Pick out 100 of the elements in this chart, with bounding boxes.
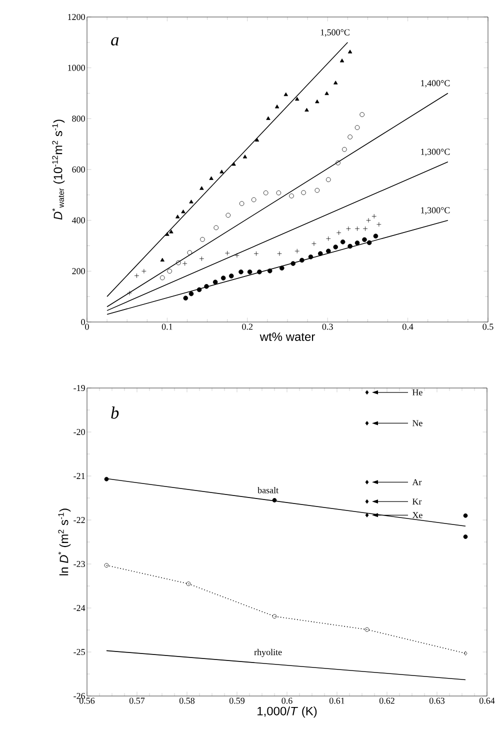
- point: [326, 248, 331, 254]
- point: [366, 218, 371, 223]
- point: [257, 270, 262, 274]
- point: [254, 251, 259, 256]
- y-tick-label: 400: [72, 217, 85, 224]
- y-tick-label: 1000: [68, 64, 85, 71]
- point: [167, 268, 172, 274]
- series-label: 1,400°C: [421, 80, 450, 88]
- point: [160, 275, 165, 280]
- point: [247, 270, 252, 274]
- x-tick-label: 0.59: [229, 698, 244, 704]
- point: [348, 244, 352, 249]
- x-tick-label: 0.64: [479, 698, 495, 704]
- point: [212, 280, 218, 284]
- point: [220, 170, 224, 174]
- point: [277, 251, 282, 256]
- x-tick-label: 0.58: [179, 698, 195, 704]
- point: [226, 212, 231, 218]
- series-label: basalt: [258, 486, 278, 494]
- point: [188, 291, 194, 296]
- point: [294, 248, 300, 254]
- point: [340, 240, 346, 244]
- point: [326, 177, 331, 182]
- point: [276, 190, 282, 196]
- annotation: He: [412, 389, 422, 396]
- series-label: 1,300°C: [421, 148, 450, 156]
- point: [348, 50, 352, 54]
- annotation: Ne: [412, 420, 422, 426]
- point: [204, 284, 209, 289]
- x-tick-label: 0.61: [329, 698, 344, 704]
- y-tick-label: 0: [81, 318, 85, 326]
- point: [364, 627, 370, 632]
- point: [336, 230, 342, 236]
- text: D$^{*}$$_{water}$ (10$^{-12}$m$^{2}$ s$^{-1}$): [52, 120, 65, 220]
- x-tick-label: 0.1: [162, 324, 172, 330]
- point: [189, 200, 194, 204]
- point: [200, 236, 205, 242]
- point: [160, 258, 164, 262]
- point: [334, 80, 338, 84]
- point: [304, 108, 309, 112]
- point: [266, 116, 270, 120]
- point: [295, 96, 300, 101]
- point: [214, 225, 219, 230]
- point: [354, 240, 360, 246]
- point: [220, 276, 226, 280]
- y-tick-label: -26: [74, 692, 86, 700]
- series-label: 1,300°C: [421, 207, 450, 215]
- y-axis-title: ln D$^{*}$ (m$^{2}$ s$^{-1}$): [58, 508, 71, 576]
- series-label: rhyolite: [254, 648, 282, 658]
- point: [354, 125, 360, 130]
- point: [290, 261, 296, 266]
- point: [365, 499, 369, 504]
- point: [209, 176, 214, 180]
- point: [324, 91, 329, 96]
- y-tick-label: 200: [72, 268, 85, 274]
- point: [463, 513, 468, 518]
- point: [127, 290, 132, 296]
- point: [314, 188, 320, 193]
- point: [272, 498, 277, 502]
- point: [301, 190, 306, 196]
- point: [186, 582, 191, 586]
- point: [104, 476, 109, 482]
- x-axis-title: wt% water: [260, 332, 315, 341]
- point: [342, 147, 347, 152]
- y-tick-label: -25: [74, 648, 85, 656]
- point: [242, 154, 248, 158]
- annotation: a: [111, 37, 119, 46]
- y-tick-label: -19: [74, 384, 85, 392]
- point: [348, 134, 352, 140]
- point: [176, 214, 180, 218]
- y-tick-label: -22: [74, 517, 85, 523]
- point: [362, 237, 367, 242]
- point: [315, 99, 320, 104]
- point: [181, 210, 186, 214]
- point: [284, 92, 288, 96]
- point: [365, 480, 369, 484]
- point: [365, 421, 369, 426]
- point: [346, 226, 351, 232]
- point: [340, 58, 344, 62]
- point: [263, 190, 268, 196]
- point: [228, 274, 234, 278]
- x-tick-label: 0.62: [379, 698, 394, 704]
- point: [267, 268, 272, 274]
- point: [224, 250, 230, 256]
- x-tick-label: 0.56: [79, 698, 95, 704]
- annotation: Kr: [412, 498, 422, 504]
- point: [251, 197, 256, 202]
- point: [254, 138, 260, 142]
- x-axis-title: 1,000/T (K): [258, 706, 317, 718]
- point: [464, 651, 468, 656]
- annotation: Ar: [412, 479, 422, 486]
- annotation: b: [111, 406, 119, 419]
- point: [336, 160, 340, 166]
- annotation: Xe: [412, 512, 422, 518]
- point: [199, 256, 204, 262]
- point: [272, 614, 277, 619]
- y-tick-label: -23: [74, 560, 85, 568]
- point: [362, 226, 368, 232]
- point: [300, 258, 304, 263]
- y-tick-label: -20: [74, 428, 85, 436]
